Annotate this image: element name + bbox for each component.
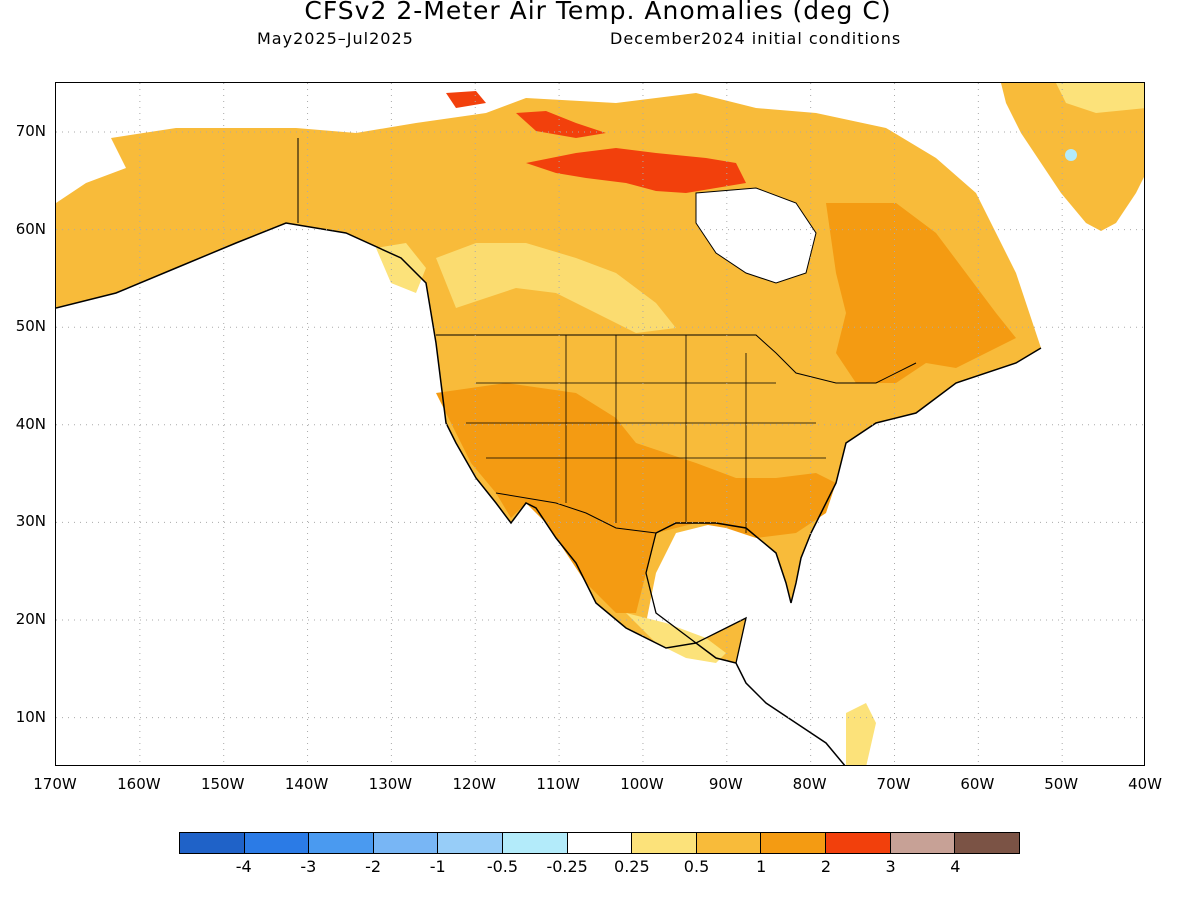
lat-label-30N: 30N: [15, 512, 46, 531]
colorbar-swatch-12: [955, 833, 1019, 853]
map-panel: [55, 82, 1145, 766]
light-band-prairies: [436, 243, 676, 333]
arctic-hotspot: [526, 148, 746, 193]
lon-label-120W: 120W: [452, 775, 496, 793]
lon-label-130W: 130W: [368, 775, 413, 793]
light-band-mexico: [626, 613, 726, 663]
land-south-america-light: [846, 703, 876, 765]
colorbar-label: 0.25: [614, 857, 650, 876]
colorbar-label: 4: [950, 857, 961, 876]
lon-label-170W: 170W: [33, 775, 77, 793]
forecast-period: May2025–Jul2025: [257, 29, 414, 48]
border-us-canada: [436, 334, 917, 384]
colorbar-label: -0.25: [546, 857, 588, 876]
coastline-west: [56, 222, 846, 765]
greenland-light: [1056, 83, 1144, 113]
lon-label-150W: 150W: [200, 775, 245, 793]
greenland-cool-spot: [1065, 149, 1077, 161]
lon-label-100W: 100W: [620, 775, 664, 793]
lat-label-40N: 40N: [15, 414, 46, 433]
lon-label-80W: 80W: [792, 775, 827, 793]
lat-label-70N: 70N: [15, 122, 46, 140]
colorbar-swatch-1: [244, 833, 310, 853]
lon-label-110W: 110W: [536, 775, 580, 793]
lon-label-70W: 70W: [876, 775, 911, 793]
colorbar-label: 2: [820, 857, 832, 876]
graticule: [56, 83, 1144, 765]
colorbar-label: -2: [365, 857, 382, 876]
lon-label-60W: 60W: [960, 775, 995, 793]
water-hudson-bay: [695, 187, 817, 284]
colorbar-label: -4: [235, 857, 252, 876]
colorbar-swatch-0: [180, 833, 245, 853]
coastline-yucatan: [645, 532, 747, 664]
colorbar-label: 3: [885, 857, 896, 876]
lat-label-20N: 20N: [15, 610, 46, 628]
colorbar-label: -1: [429, 857, 446, 876]
colorbar-label: -0.5: [486, 857, 519, 876]
colorbar-swatch-8: [696, 833, 762, 853]
colorbar-swatch-7: [632, 833, 697, 853]
coastline-gulf: [655, 347, 1042, 604]
lon-label-40W: 40W: [1128, 775, 1162, 793]
lon-label-90W: 90W: [708, 775, 743, 793]
colorbar-swatch-11: [890, 833, 956, 853]
colorbar-label: 0.5: [683, 857, 710, 876]
colorbar-swatch-5: [503, 833, 568, 853]
initial-conditions: December2024 initial conditions: [610, 29, 902, 48]
border-us-mexico: [495, 492, 657, 534]
arctic-hotspot-2: [516, 111, 606, 138]
anomaly-map: [56, 83, 1144, 765]
lon-label-140W: 140W: [284, 775, 329, 793]
light-band-bc: [376, 243, 426, 293]
state-borders: [466, 335, 826, 533]
colorbar-label: -3: [300, 857, 317, 876]
colorbar-swatch-2: [309, 833, 374, 853]
lon-label-160W: 160W: [117, 775, 161, 793]
colorbar-swatch-6: [567, 833, 633, 853]
colorbar-swatch-4: [438, 833, 504, 853]
land-southwest-warm: [436, 383, 836, 613]
chart-title: CFSv2 2-Meter Air Temp. Anomalies (deg C…: [304, 0, 892, 25]
land-quebec-warm: [826, 203, 1016, 383]
lat-label-60N: 60N: [15, 219, 46, 238]
colorbar-swatch-10: [826, 833, 891, 853]
colorbar-label: 1: [756, 857, 767, 876]
lat-label-10N: 10N: [15, 707, 46, 726]
arctic-hotspot-3: [446, 91, 486, 108]
lon-label-50W: 50W: [1044, 775, 1079, 793]
colorbar-swatch-3: [373, 833, 439, 853]
colorbar: [179, 832, 1020, 854]
lat-label-50N: 50N: [15, 317, 46, 336]
colorbar-swatch-9: [761, 833, 827, 853]
